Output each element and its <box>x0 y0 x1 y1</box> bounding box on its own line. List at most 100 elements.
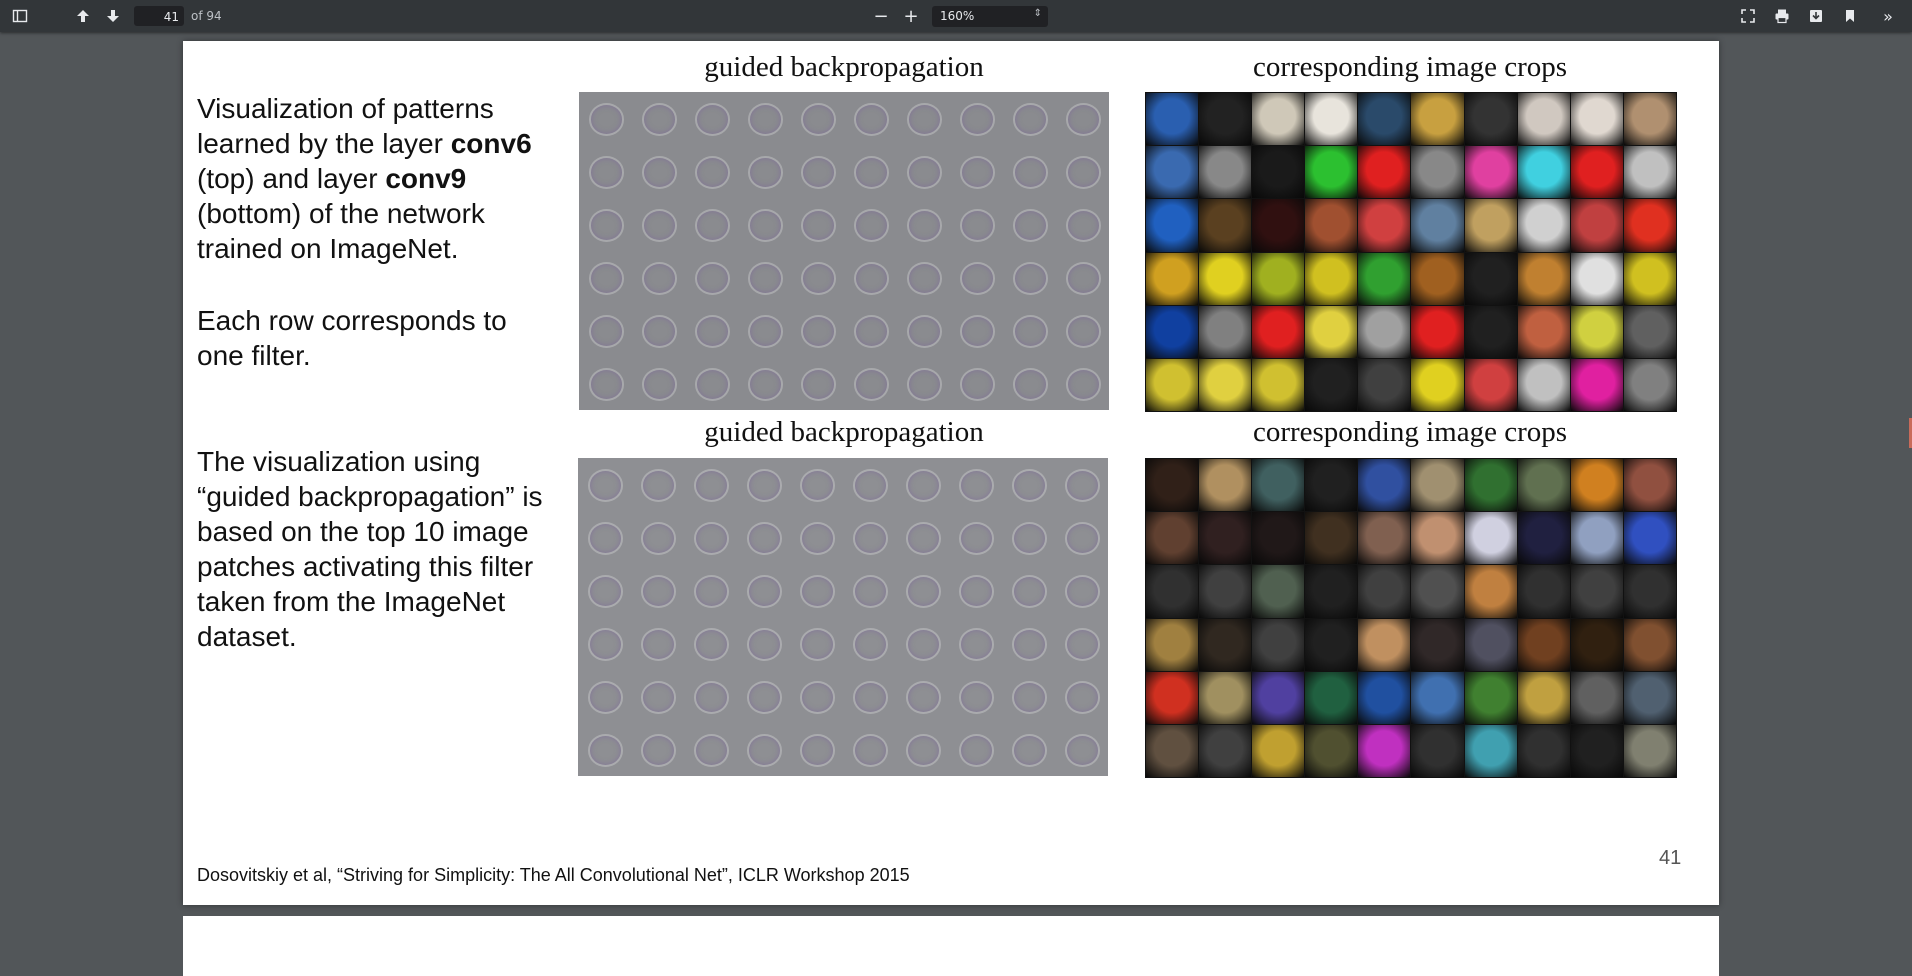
zoom-select[interactable]: 160% ⇕ <box>932 6 1048 27</box>
visualization-tile <box>578 617 631 670</box>
visualization-tile <box>631 511 684 564</box>
image-crop-tile <box>1358 146 1411 199</box>
image-crop-tile <box>1517 618 1570 671</box>
image-crop-tile <box>1358 459 1411 512</box>
image-crop-tile <box>1570 512 1623 565</box>
visualization-tile <box>790 723 843 776</box>
text-line: learned by the layer conv6 <box>197 126 577 161</box>
visualization-tile <box>579 357 632 410</box>
visualization-tile <box>578 511 631 564</box>
image-crop-tile <box>1411 671 1464 724</box>
image-crop-tile <box>1517 93 1570 146</box>
page-number-input[interactable]: 41 <box>134 6 184 26</box>
zoom-out-button[interactable]: − <box>873 5 889 27</box>
arrow-up-icon[interactable] <box>71 4 95 28</box>
download-icon[interactable] <box>1804 4 1828 28</box>
image-crop-tile <box>1146 512 1199 565</box>
visualization-tile <box>950 145 1003 198</box>
image-crop-tile <box>1411 252 1464 305</box>
image-crop-tile <box>1623 199 1676 252</box>
visualization-tile <box>791 251 844 304</box>
visualization-tile <box>738 145 791 198</box>
image-crop-tile <box>1464 618 1517 671</box>
image-crop-tile <box>1252 146 1305 199</box>
image-crop-tile <box>1199 459 1252 512</box>
image-crop-tile <box>1517 199 1570 252</box>
print-icon[interactable] <box>1770 4 1794 28</box>
visualization-tile <box>684 617 737 670</box>
image-crop-tile <box>1358 358 1411 411</box>
image-crop-tile <box>1570 305 1623 358</box>
visualization-tile <box>1056 92 1109 145</box>
image-crop-tile <box>1305 146 1358 199</box>
zoom-value: 160% <box>940 9 975 23</box>
image-crop-tile <box>1146 146 1199 199</box>
image-crop-tile <box>1358 565 1411 618</box>
image-crop-tile <box>1252 252 1305 305</box>
caption-guided-backprop-bottom: guided backpropagation <box>704 416 984 448</box>
text-line: taken from the ImageNet <box>197 586 506 617</box>
caption-guided-backprop-top: guided backpropagation <box>704 51 984 83</box>
image-crop-tile <box>1411 358 1464 411</box>
visualization-tile <box>1002 617 1055 670</box>
visualization-tile <box>843 723 896 776</box>
image-crop-tile <box>1570 724 1623 777</box>
visualization-tile <box>631 564 684 617</box>
visualization-tile <box>685 304 738 357</box>
zoom-in-button[interactable]: + <box>903 5 919 27</box>
image-crop-tile <box>1146 618 1199 671</box>
image-crop-tile <box>1570 565 1623 618</box>
presentation-icon[interactable] <box>1736 4 1760 28</box>
image-crop-tile <box>1199 199 1252 252</box>
visualization-tile <box>631 617 684 670</box>
visualization-tile <box>790 670 843 723</box>
visualization-tile <box>791 198 844 251</box>
visualization-tile <box>949 723 1002 776</box>
visualization-tile <box>949 511 1002 564</box>
visualization-tile <box>1002 670 1055 723</box>
image-crop-tile <box>1146 459 1199 512</box>
more-tools-icon[interactable]: » <box>1883 6 1893 26</box>
visualization-tile <box>949 617 1002 670</box>
visualization-tile <box>1055 564 1108 617</box>
visualization-tile <box>1055 617 1108 670</box>
image-crop-tile <box>1570 199 1623 252</box>
visualization-tile <box>843 564 896 617</box>
visualization-tile <box>578 670 631 723</box>
sidebar-toggle-icon[interactable] <box>8 4 32 28</box>
description-text-2: Each row corresponds to one filter. <box>197 303 577 373</box>
image-crop-tile <box>1146 252 1199 305</box>
visualization-tile <box>844 145 897 198</box>
bookmark-icon[interactable] <box>1838 4 1862 28</box>
page-total-label: of 94 <box>191 9 222 23</box>
visualization-tile <box>791 92 844 145</box>
visualization-tile <box>632 92 685 145</box>
visualization-tile <box>684 511 737 564</box>
visualization-tile <box>950 357 1003 410</box>
image-crop-tile <box>1411 459 1464 512</box>
visualization-tile <box>1055 511 1108 564</box>
visualization-tile <box>631 458 684 511</box>
arrow-down-icon[interactable] <box>101 4 125 28</box>
image-crop-tile <box>1411 512 1464 565</box>
image-crop-tile <box>1305 459 1358 512</box>
visualization-tile <box>685 357 738 410</box>
text-span: (top) and layer <box>197 163 386 194</box>
visualization-tile <box>1002 458 1055 511</box>
visualization-tile <box>896 564 949 617</box>
visualization-tile <box>1002 511 1055 564</box>
image-crop-tile <box>1252 512 1305 565</box>
visualization-tile <box>896 670 949 723</box>
text-line: (top) and layer conv9 <box>197 161 577 196</box>
image-crop-tile <box>1305 565 1358 618</box>
image-crop-tile <box>1464 199 1517 252</box>
image-crop-tile <box>1199 146 1252 199</box>
image-crop-tile <box>1358 724 1411 777</box>
visualization-tile <box>1056 251 1109 304</box>
visualization-tile <box>1003 251 1056 304</box>
image-crop-tile <box>1146 565 1199 618</box>
text-line: based on the top 10 image <box>197 516 529 547</box>
visualization-tile <box>738 304 791 357</box>
text-line: patches activating this filter <box>197 551 534 582</box>
citation-text: Dosovitskiy et al, “Striving for Simplic… <box>197 865 910 885</box>
